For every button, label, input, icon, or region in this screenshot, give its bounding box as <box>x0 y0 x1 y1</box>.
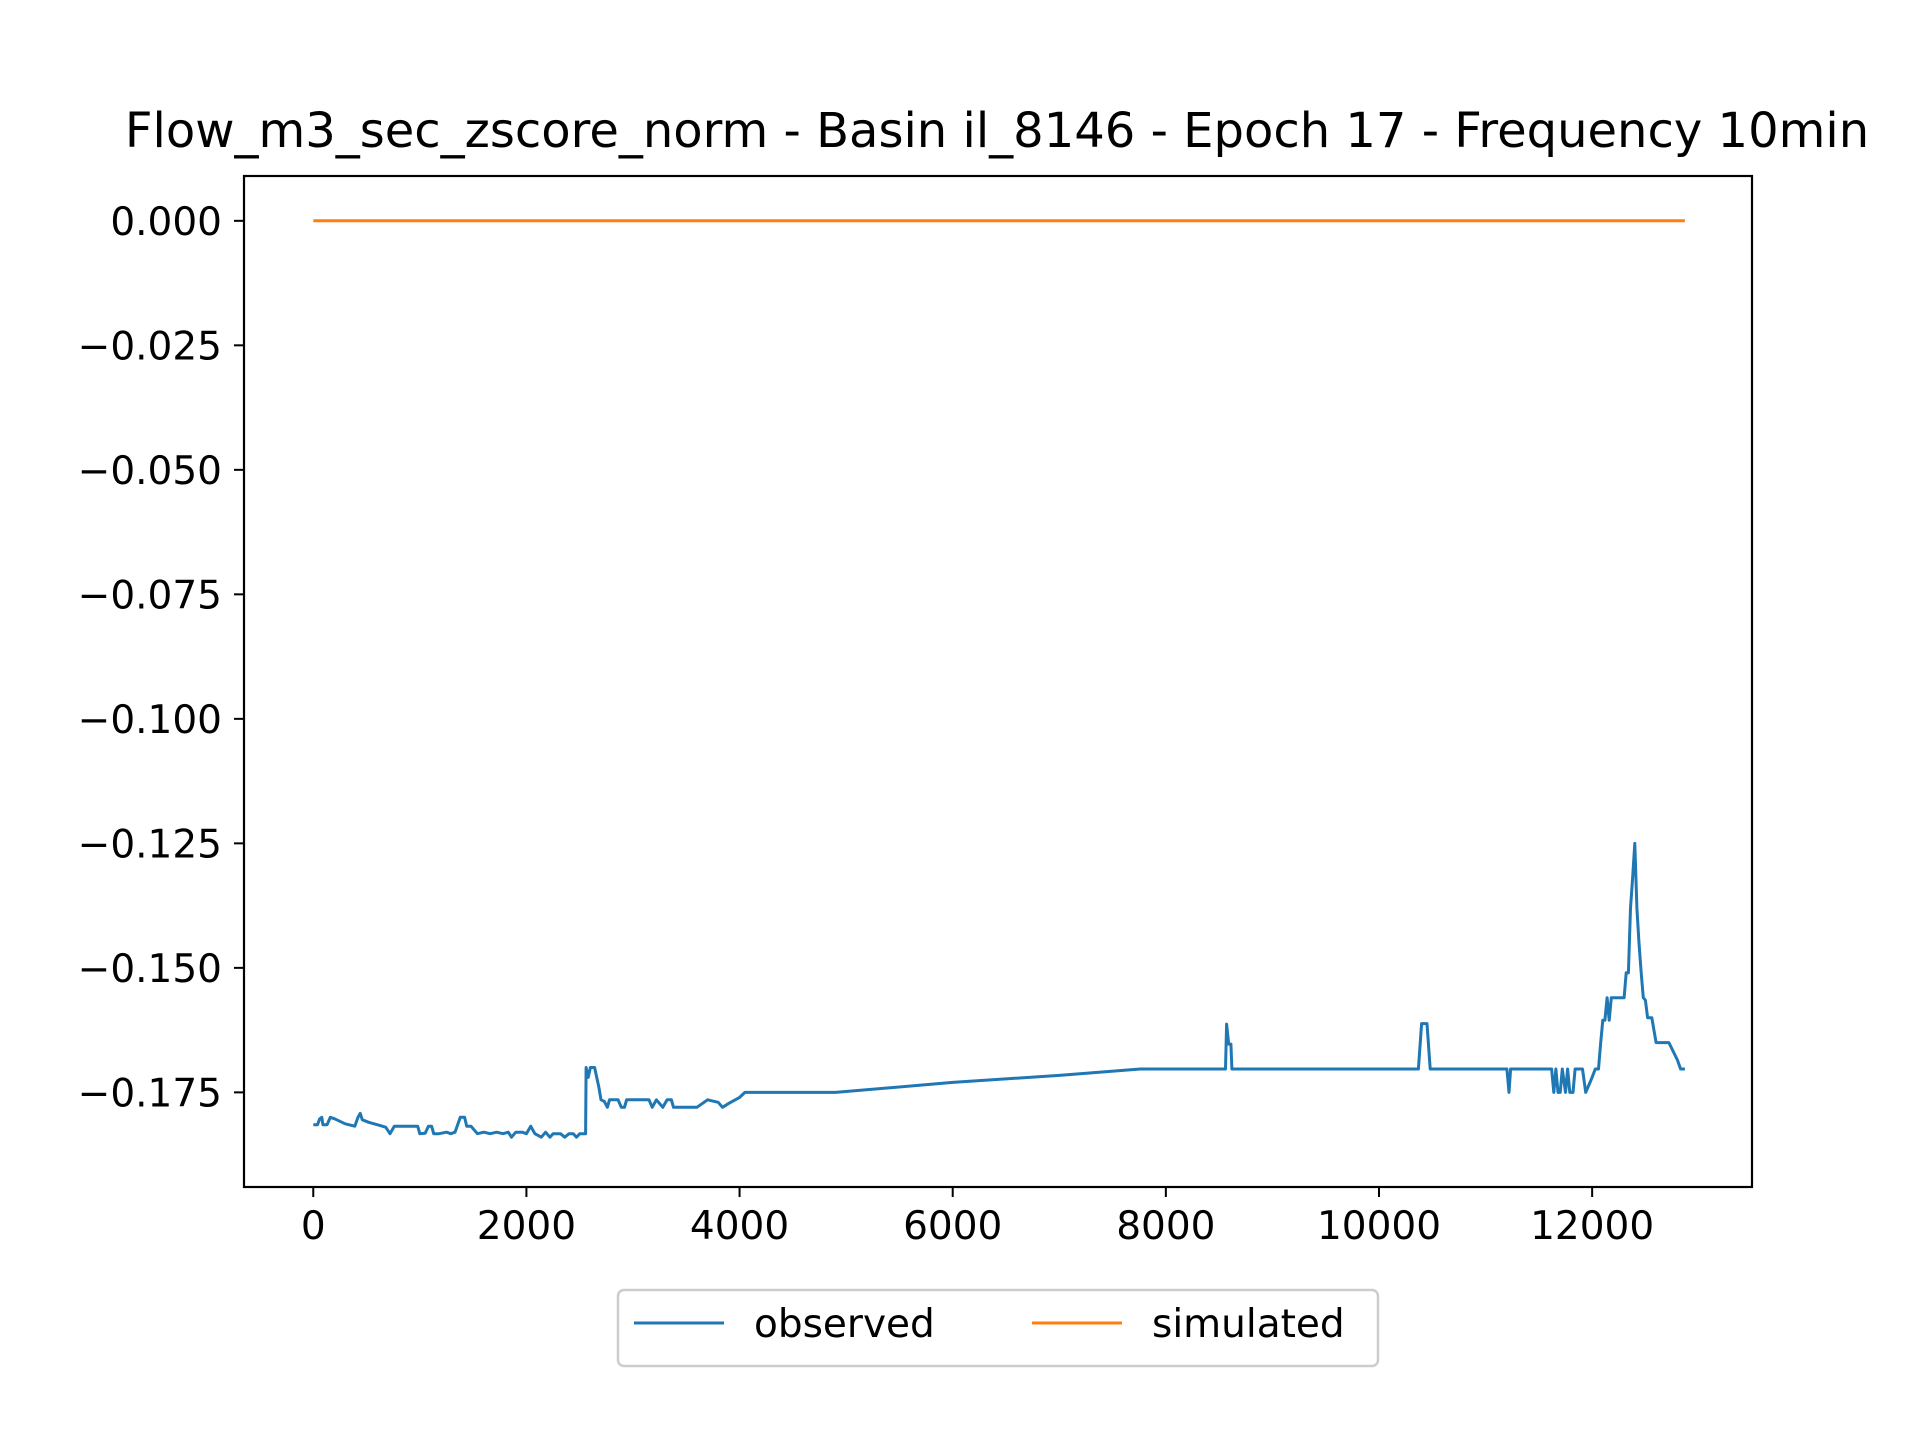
x-tick-label: 2000 <box>477 1204 576 1249</box>
y-tick-label: −0.175 <box>78 1071 222 1116</box>
plot-lines <box>313 219 1685 1139</box>
y-tick-label: −0.150 <box>78 947 222 992</box>
x-tick-label: 10000 <box>1317 1204 1441 1249</box>
y-tick-label: −0.050 <box>78 449 222 494</box>
legend: observed simulated <box>616 1288 1380 1368</box>
x-tick-label: 0 <box>301 1204 326 1249</box>
y-axis: 0.000 −0.025 −0.050 −0.075 −0.100 −0.125 −0.15… <box>78 200 244 1116</box>
y-tick-label: −0.125 <box>78 822 222 867</box>
x-tick-label: 8000 <box>1116 1204 1215 1249</box>
legend-observed-label: observed <box>754 1302 935 1347</box>
x-axis: 0 2000 4000 6000 8000 10000 12000 <box>301 1187 1654 1249</box>
y-tick-label: −0.075 <box>78 573 222 618</box>
y-tick-label: 0.000 <box>110 200 222 245</box>
y-tick-label: −0.100 <box>78 698 222 743</box>
legend-box <box>616 1288 1380 1368</box>
series-line-observed <box>313 841 1685 1139</box>
y-tick-label: −0.025 <box>78 324 222 369</box>
legend-simulated-label: simulated <box>1152 1302 1345 1347</box>
chart-title: Flow_m3_sec_zscore_norm - Basin il_8146 … <box>125 103 1869 159</box>
plot-frame <box>242 174 1754 1189</box>
x-tick-label: 12000 <box>1530 1204 1654 1249</box>
x-tick-label: 4000 <box>690 1204 789 1249</box>
x-tick-label: 6000 <box>903 1204 1002 1249</box>
